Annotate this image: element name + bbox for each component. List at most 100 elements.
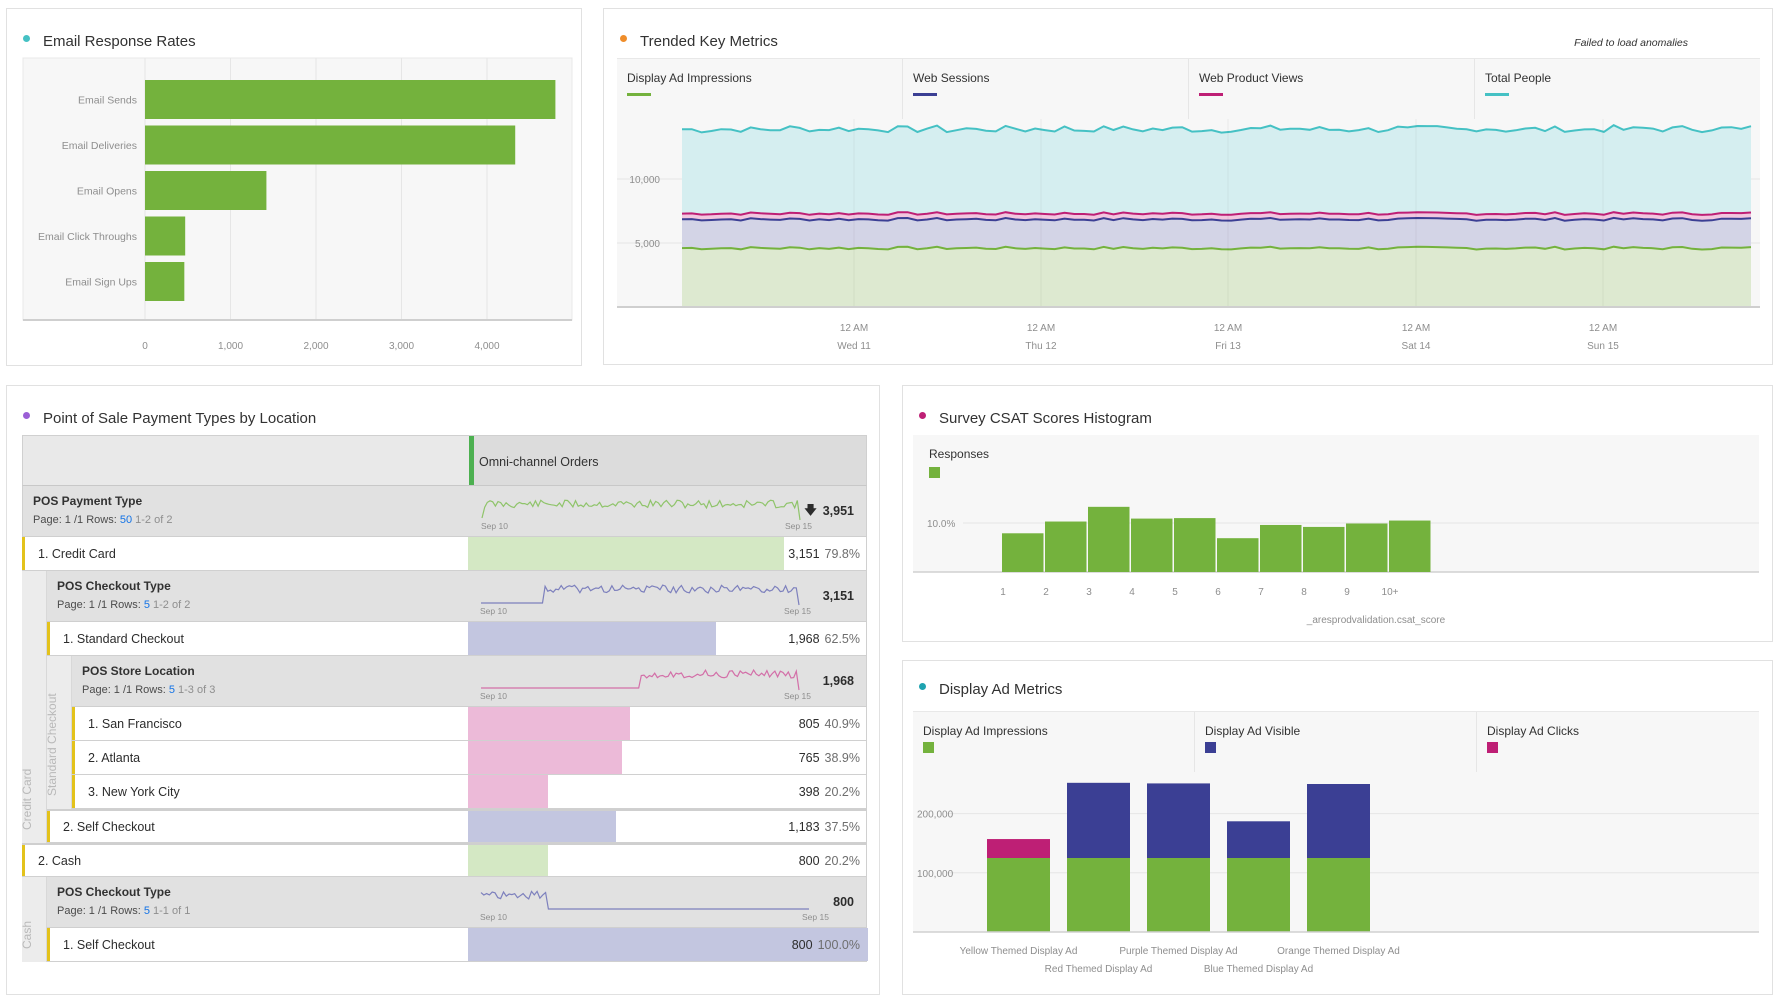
legend-item-web-sessions[interactable]: Web Sessions: [903, 59, 1189, 119]
legend-label: Display Ad Impressions: [627, 71, 752, 85]
spark-start-label: Sep 10: [480, 691, 507, 701]
histogram-bar: [1088, 506, 1130, 572]
row-bar: [468, 741, 622, 774]
table-row[interactable]: 1. Standard Checkout 1,968 62.5%: [47, 622, 867, 656]
y-tick-label: 200,000: [917, 810, 954, 821]
row-label[interactable]: 1. Credit Card: [22, 537, 468, 570]
spark-start-label: Sep 10: [481, 521, 508, 531]
stacked-bar-segment: [1147, 783, 1210, 858]
table-row[interactable]: 1. Credit Card 3,151 79.8%: [22, 537, 867, 571]
table-row[interactable]: 3. New York City 398 20.2%: [72, 775, 867, 809]
legend-label: Total People: [1485, 71, 1552, 85]
row-bar: [468, 622, 716, 655]
legend-swatch: [913, 93, 937, 96]
sparkline: [481, 584, 800, 606]
spark-start-label: Sep 10: [480, 606, 507, 616]
row-label[interactable]: 2. Atlanta: [72, 741, 468, 774]
column-header-cell[interactable]: Omni-channel Orders: [469, 436, 866, 485]
column-header-label[interactable]: Omni-channel Orders: [479, 455, 599, 469]
panel-color-dot: [23, 412, 30, 419]
series-line: [681, 245, 1752, 251]
legend-swatch: [929, 467, 940, 478]
total-value: 3,951: [822, 504, 854, 518]
sparkline-path: [480, 890, 809, 910]
page-label: Page: 1 /1 Rows:: [82, 684, 166, 696]
legend-item-display-ad-impressions[interactable]: Display Ad Impressions: [617, 59, 903, 119]
x-axis-title: _aresprodvalidation.csat_score: [1306, 615, 1446, 626]
category-label: Email Sign Ups: [65, 277, 137, 289]
x-tick-label: 2,000: [303, 341, 328, 352]
row-range: 1-3 of 3: [178, 684, 216, 696]
legend-item-total-people[interactable]: Total People: [1475, 59, 1760, 119]
rows-per-page-link[interactable]: 5: [143, 599, 150, 611]
x-tick-label: Sun 15: [1587, 341, 1619, 352]
column-drag-handle[interactable]: [469, 436, 474, 485]
x-tick-label: 0: [142, 341, 148, 352]
row-label[interactable]: 3. New York City: [72, 775, 468, 808]
x-tick-label: 12 AM: [1027, 323, 1055, 334]
row-bar: [468, 928, 868, 961]
stacked-bar-segment: [987, 839, 1050, 858]
table-row[interactable]: 2. Atlanta 765 38.9%: [72, 741, 867, 775]
section-total: 800: [833, 895, 854, 909]
survey-legend[interactable]: Responses: [929, 447, 989, 478]
legend-label: Responses: [929, 447, 990, 461]
display-ad-legend: Display Ad Impressions Display Ad Visibl…: [913, 711, 1759, 772]
row-label[interactable]: 2. Self Checkout: [47, 811, 468, 842]
x-tick-label: Yellow Themed Display Ad: [960, 946, 1078, 957]
row-label[interactable]: 1. San Francisco: [72, 707, 468, 740]
stacked-bar-segment: [987, 858, 1050, 932]
table-row[interactable]: 1. San Francisco 805 40.9%: [72, 707, 867, 741]
pagination-info: Page: 1 /1 Rows: 5 1-3 of 3: [82, 684, 215, 696]
row-label[interactable]: 1. Standard Checkout: [47, 622, 468, 655]
series-line: [681, 216, 1752, 222]
panel-color-dot: [919, 683, 926, 690]
email-bar-chart: 0 1,000 2,000 3,000 4,000 Email Sends Email De…: [22, 57, 573, 352]
email-response-rates-panel: Email Response Rates 0 1,000 2,000 3,000 4,0…: [6, 8, 582, 366]
side-label-cash: Cash: [20, 877, 47, 962]
page-label: Page: 1 /1 Rows:: [57, 905, 141, 917]
x-tick-label: 5: [1172, 587, 1178, 598]
csat-histogram: 10.0% 1 2 3 4 5 6 7 8 9 10+ _aresprodvalidation.csa…: [913, 435, 1759, 626]
y-tick-label: 100,000: [917, 869, 954, 880]
histogram-bar: [1217, 538, 1259, 572]
category-label: Email Click Throughs: [38, 231, 137, 243]
row-label[interactable]: 1. Self Checkout: [47, 928, 468, 961]
x-tick-label: Wed 11: [837, 341, 871, 352]
display-ad-stacked-bar-chart: 100,000 200,000 Yellow Themed Display Ad Re…: [913, 772, 1759, 975]
histogram-bar: [1002, 533, 1044, 572]
row-bar: [468, 707, 630, 740]
x-tick-label: Purple Themed Display Ad: [1119, 946, 1237, 957]
legend-item-display-ad-clicks[interactable]: Display Ad Clicks: [1477, 712, 1759, 772]
table-row[interactable]: 2. Cash 800 20.2%: [22, 843, 867, 877]
legend-item-display-ad-visible[interactable]: Display Ad Visible: [1195, 712, 1477, 772]
legend-item-display-ad-impressions[interactable]: Display Ad Impressions: [913, 712, 1195, 772]
rows-per-page-link[interactable]: 50: [119, 514, 133, 526]
y-tick-label: 10.0%: [927, 519, 955, 530]
rows-per-page-link[interactable]: 5: [168, 684, 175, 696]
x-tick-label: 4: [1129, 587, 1135, 598]
side-label-text: Cash: [20, 920, 34, 949]
panel-title: Trended Key Metrics: [640, 33, 778, 50]
legend-swatch: [1199, 93, 1223, 96]
x-tick-label: 8: [1301, 587, 1307, 598]
dimension-title: POS Checkout Type: [57, 885, 171, 899]
legend-swatch: [1205, 742, 1216, 753]
x-tick-label: 3,000: [389, 341, 414, 352]
bar: [145, 171, 267, 210]
row-label[interactable]: 2. Cash: [22, 845, 468, 876]
legend-item-web-product-views[interactable]: Web Product Views: [1189, 59, 1475, 119]
sparkline: [480, 890, 809, 910]
table-row[interactable]: 2. Self Checkout 1,183 37.5%: [47, 809, 867, 843]
rows-per-page-link[interactable]: 5: [143, 905, 150, 917]
dimension-title: POS Payment Type: [33, 494, 143, 508]
row-value: 765 38.9%: [798, 750, 860, 765]
x-tick-label: 2: [1043, 587, 1049, 598]
row-value: 398 20.2%: [798, 784, 860, 799]
sparkline-path: [481, 668, 800, 691]
pagination-info: Page: 1 /1 Rows: 5 1-2 of 2: [57, 599, 190, 611]
row-value: 805 40.9%: [798, 716, 860, 731]
series-line: [681, 211, 1752, 216]
table-row[interactable]: 1. Self Checkout 800 100.0%: [47, 928, 868, 962]
dimension-header-row: POS Payment Type Page: 1 /1 Rows: 50 1-2…: [22, 486, 867, 537]
